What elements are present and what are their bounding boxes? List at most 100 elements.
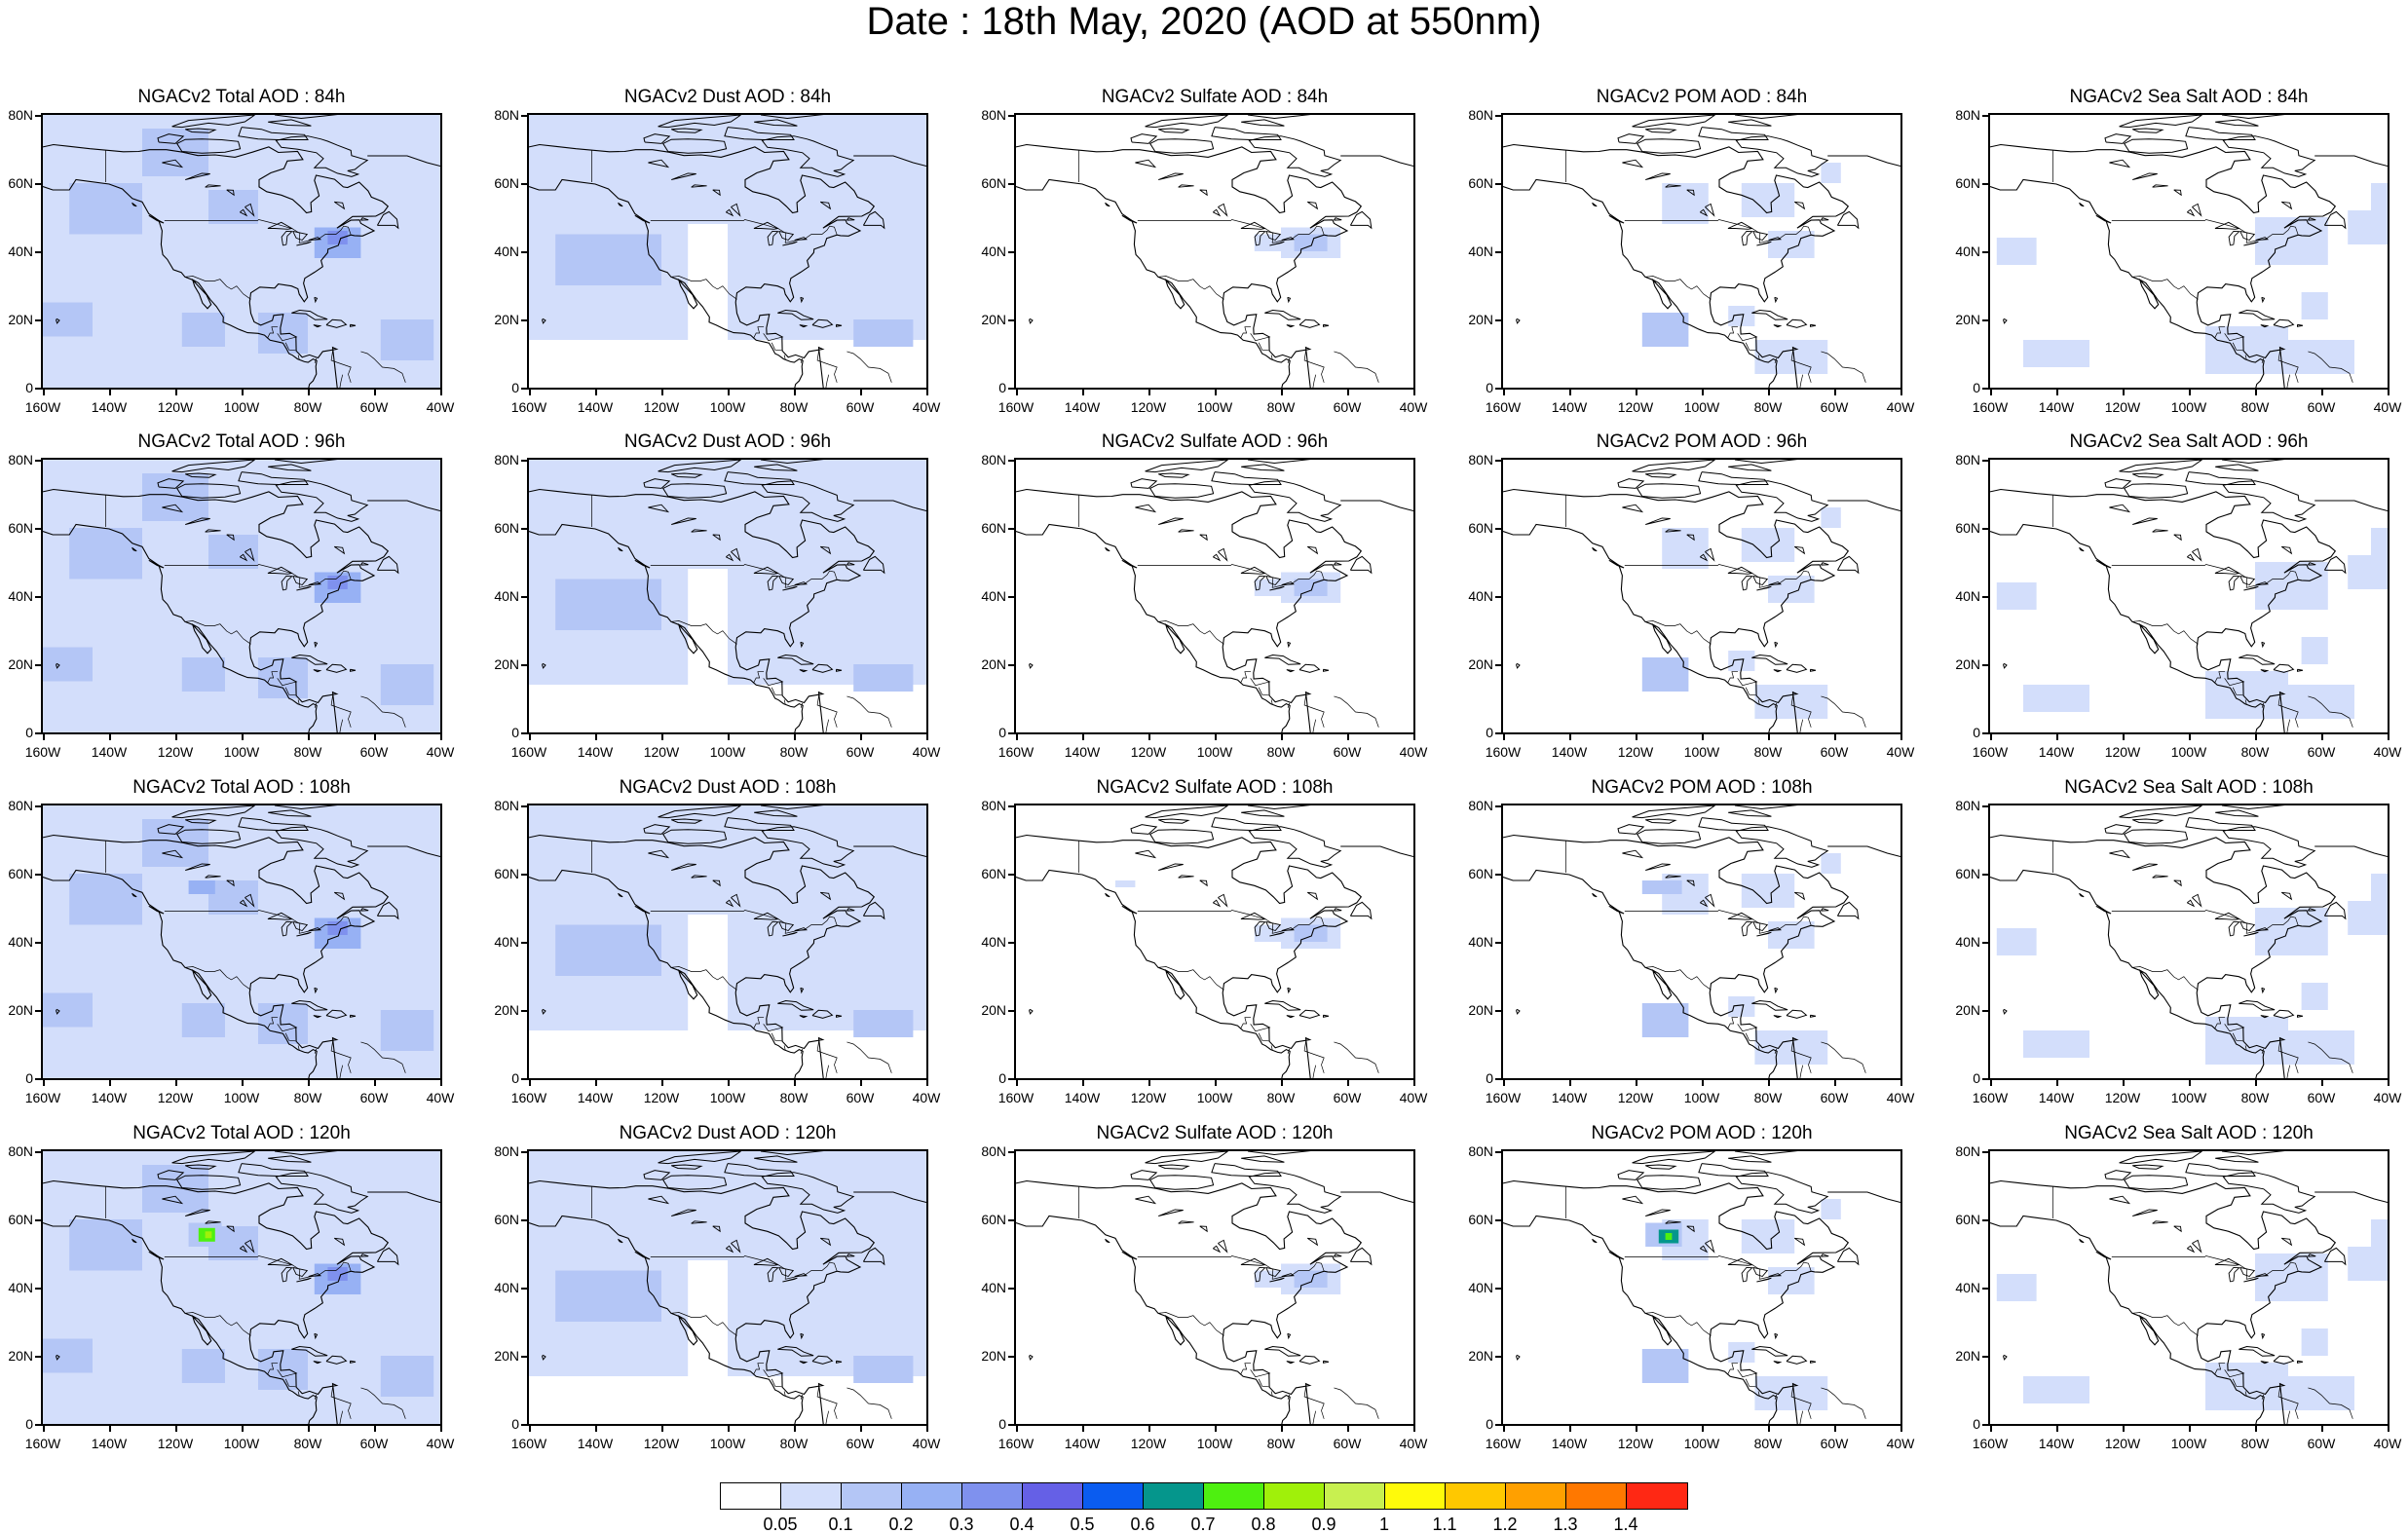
lon-tick [1636,1426,1637,1432]
colorbar-label: 0.05 [763,1515,798,1534]
lat-tick [1008,319,1014,321]
lon-tick [1082,1080,1084,1086]
lon-label: 160W [1972,1090,2009,1105]
panel-title-sulfate-84h: NGACv2 Sulfate AOD : 84h [1101,87,1329,107]
lat-label: 60N [1955,1212,1980,1227]
lon-tick [440,1080,442,1086]
lon-tick [1016,734,1018,740]
lon-tick [1082,734,1084,740]
lat-label: 60N [1955,175,1980,191]
lon-tick [1413,1080,1415,1086]
map-panel-pom-120h [1501,1149,1902,1426]
lat-label: 20N [494,312,519,327]
lon-tick [1148,390,1150,395]
lat-label: 80N [1468,107,1493,123]
panel-title-sulfate-120h: NGACv2 Sulfate AOD : 120h [1096,1123,1334,1143]
lon-label: 160W [1485,1436,1522,1451]
lat-tick [521,1356,527,1358]
lon-tick [1636,734,1637,740]
lon-label: 60W [1820,744,1849,760]
colorbar-swatch [1083,1483,1144,1509]
lat-tick [521,388,527,390]
lat-label: 80N [1955,1143,1980,1159]
lat-tick [521,528,527,530]
lon-tick [661,734,663,740]
lon-label: 40W [426,1090,455,1105]
lon-label: 160W [1485,744,1522,760]
lat-label: 80N [1468,798,1493,813]
main-title: Date : 18th May, 2020 (AOD at 550nm) [866,0,1542,43]
lon-tick [1413,1426,1415,1432]
lon-label: 120W [157,399,194,415]
lat-label: 80N [981,1143,1006,1159]
lat-label: 40N [494,1280,519,1295]
lon-label: 60W [1333,399,1362,415]
lat-label: 80N [981,107,1006,123]
lon-label: 140W [577,1090,614,1105]
colorbar-label: 0.4 [1009,1515,1035,1534]
lat-tick [1495,251,1501,253]
lon-label: 100W [1196,1090,1233,1105]
lon-tick [109,390,111,395]
lon-label: 40W [1399,744,1428,760]
lat-label: 0 [1486,380,1493,395]
lon-label: 40W [2373,744,2402,760]
lat-label: 0 [1973,1416,1980,1432]
lon-tick [1215,390,1217,395]
lon-label: 100W [1196,399,1233,415]
lon-label: 160W [24,1090,61,1105]
lon-label: 140W [91,399,128,415]
lon-tick [109,1426,111,1432]
lat-label: 0 [511,1416,519,1432]
lat-label: 20N [1955,1348,1980,1364]
lon-label: 140W [1551,399,1588,415]
map-panel-seasalt-108h [1988,804,2389,1080]
lon-tick [1016,390,1018,395]
lon-tick [109,734,111,740]
colorbar-swatch [902,1483,962,1509]
lon-tick [43,390,45,395]
map-panel-total-108h [41,804,442,1080]
panel-title-dust-108h: NGACv2 Dust AOD : 108h [619,777,837,798]
lat-tick [1982,388,1988,390]
lon-label: 120W [643,1090,680,1105]
lon-tick [1148,1080,1150,1086]
lat-label: 40N [1468,1280,1493,1295]
lon-label: 100W [223,399,260,415]
lon-tick [728,1080,730,1086]
lon-label: 160W [1485,399,1522,415]
lat-tick [35,1288,41,1290]
lon-label: 160W [24,399,61,415]
lat-tick [1495,805,1501,807]
lat-label: 40N [1955,1280,1980,1295]
colorbar-label: 0.9 [1311,1515,1336,1534]
lat-tick [1982,664,1988,666]
lon-label: 100W [709,1436,746,1451]
lat-label: 20N [494,656,519,672]
lat-tick [1982,319,1988,321]
lat-tick [521,1078,527,1080]
lon-tick [1281,734,1283,740]
lat-tick [35,1219,41,1221]
panel-title-pom-84h: NGACv2 POM AOD : 84h [1596,87,1808,107]
lat-tick [1982,1078,1988,1080]
lat-tick [521,251,527,253]
lon-tick [2056,734,2058,740]
lat-label: 80N [494,107,519,123]
lat-label: 80N [1955,798,1980,813]
colorbar-swatch [1627,1483,1687,1509]
lat-label: 80N [981,452,1006,468]
colorbar-swatch [1506,1483,1566,1509]
lon-label: 160W [997,1090,1035,1105]
lon-label: 60W [1820,399,1849,415]
lon-label: 80W [2240,1090,2270,1105]
lat-tick [35,388,41,390]
lon-tick [529,1426,531,1432]
lon-label: 40W [1399,1090,1428,1105]
lat-label: 40N [1468,243,1493,259]
lon-tick [2123,734,2125,740]
lon-tick [2255,1080,2257,1086]
map-panel-seasalt-84h [1988,113,2389,390]
lon-label: 120W [157,744,194,760]
lon-label: 40W [1886,744,1915,760]
